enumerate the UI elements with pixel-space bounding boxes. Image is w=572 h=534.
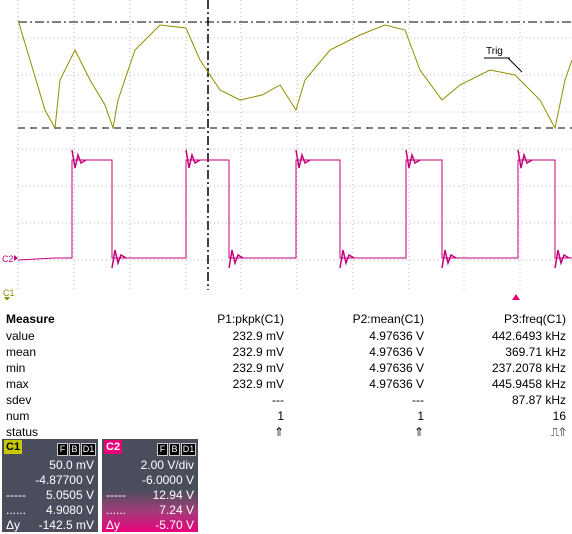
p3-header[interactable]: P3:freq(C1) — [503, 312, 566, 326]
ch1-delta-label: Δy — [6, 518, 21, 532]
ch1-flag-b: B — [69, 443, 80, 456]
measure-row-label: status — [6, 425, 39, 439]
measure-header-row: Measure P1:pkpk(C1) P2:mean(C1) P3:freq(… — [0, 311, 572, 327]
ch1-cursor2-value: 4.9080 V — [45, 503, 94, 517]
measure-cell-p2: 1 — [417, 409, 424, 423]
p1-header[interactable]: P1:pkpk(C1) — [217, 312, 284, 326]
waveform-display[interactable]: Trig C2 C1 — [0, 0, 572, 300]
ch1-delta-value: -142.5 mV — [38, 518, 94, 532]
measure-row: sdev --- --- 87.87 kHz — [0, 392, 572, 408]
ch1-flag-d1: D1 — [81, 443, 96, 456]
measure-cell-p3: 16 — [552, 409, 566, 423]
ch1-info-panel[interactable]: C1 F B D1 50.0 mV -4.87700 V ----- 5.0505 … — [2, 439, 98, 532]
p2-header[interactable]: P2:mean(C1) — [352, 312, 424, 326]
ch2-flags: F B D1 — [156, 441, 196, 456]
measurement-position-marker — [512, 294, 520, 300]
ch1-cursor2-label: ...... — [6, 503, 27, 517]
measure-row: max 232.9 mV 4.97636 V 445.9458 kHz — [0, 376, 572, 392]
ch1-flag-f: F — [57, 443, 68, 456]
measure-cell-p1: 232.9 mV — [232, 377, 284, 391]
ch2-ringing-spikes — [71, 149, 570, 269]
measure-row: status ⇑ ⇑ ⎍⇑ — [0, 424, 572, 440]
measure-title: Measure — [6, 312, 55, 326]
ch2-flag-d1: D1 — [181, 443, 196, 456]
measure-cell-p3: 87.87 kHz — [511, 393, 566, 407]
measure-cell-p2: 4.97636 V — [369, 361, 424, 375]
ch1-flags: F B D1 — [56, 441, 96, 456]
ch2-cursor1-value: 12.94 V — [152, 488, 194, 502]
ch2-tag: C2 — [104, 440, 123, 454]
measure-cell-p3: 369.71 kHz — [505, 345, 566, 359]
ch2-marker-label: C2 — [2, 254, 14, 264]
measure-row: min 232.9 mV 4.97636 V 237.2078 kHz — [0, 360, 572, 376]
measure-cell-p2: ⇑ — [413, 425, 424, 439]
measure-row: value 232.9 mV 4.97636 V 442.6493 kHz — [0, 328, 572, 344]
ch1-offset: -4.87700 V — [35, 473, 94, 487]
ch1-tag: C1 — [4, 440, 23, 454]
measure-cell-p1: ⇑ — [273, 425, 284, 439]
measure-cell-p3: 237.2078 kHz — [491, 361, 566, 375]
measure-cell-p2: 4.97636 V — [369, 345, 424, 359]
measure-cell-p3: 445.9458 kHz — [491, 377, 566, 391]
ch2-scale: 2.00 V/div — [140, 458, 194, 472]
ch2-info-panel[interactable]: C2 F B D1 2.00 V/div -6.0000 V ----- 12.94… — [102, 439, 198, 532]
ch2-delta-label: Δy — [106, 518, 121, 532]
ch2-ground-marker[interactable]: C2 — [2, 254, 18, 264]
measure-cell-p2: --- — [412, 393, 424, 407]
measure-cell-p2: 4.97636 V — [369, 329, 424, 343]
ch1-ground-marker[interactable]: C1 — [3, 288, 15, 300]
ch2-cursor1-label: ----- — [106, 488, 126, 502]
measure-cell-p2: 4.97636 V — [369, 377, 424, 391]
ch1-cursor1-value: 5.0505 V — [45, 488, 94, 502]
ch1-scale: 50.0 mV — [49, 458, 94, 472]
measure-cell-p1: 232.9 mV — [232, 361, 284, 375]
ch2-delta-value: -5.70 V — [155, 518, 194, 532]
measure-row: num 1 1 16 — [0, 408, 572, 424]
ch1-cursor1-label: ----- — [6, 488, 26, 502]
ch2-waveform — [17, 159, 572, 261]
measure-cell-p1: 232.9 mV — [232, 329, 284, 343]
measure-cell-p1: 1 — [277, 409, 284, 423]
measure-cell-p3: ⎍⇑ — [550, 425, 566, 439]
measure-row-label: min — [6, 361, 26, 375]
ch2-flag-b: B — [169, 443, 180, 456]
ch2-offset: -6.0000 V — [141, 473, 194, 487]
ch2-cursor2-label: ...... — [106, 503, 127, 517]
measure-row-label: max — [6, 377, 29, 391]
measure-cell-p1: --- — [272, 393, 284, 407]
measure-row-label: num — [6, 409, 30, 423]
ch2-cursor2-value: 7.24 V — [159, 503, 194, 517]
display-background — [0, 0, 572, 300]
graticule — [17, 0, 572, 290]
measure-row-label: mean — [6, 345, 37, 359]
measure-cell-p3: 442.6493 kHz — [491, 329, 566, 343]
ch1-waveform — [17, 19, 572, 130]
measure-row-label: value — [6, 329, 35, 343]
trigger-marker: Trig — [484, 46, 523, 73]
ch2-flag-f: F — [157, 443, 168, 456]
measure-row: mean 232.9 mV 4.97636 V 369.71 kHz — [0, 344, 572, 360]
measure-cell-p1: 232.9 mV — [232, 345, 284, 359]
ch1-marker-label: C1 — [3, 288, 15, 298]
trig-label: Trig — [486, 46, 503, 57]
measure-row-label: sdev — [6, 393, 32, 407]
